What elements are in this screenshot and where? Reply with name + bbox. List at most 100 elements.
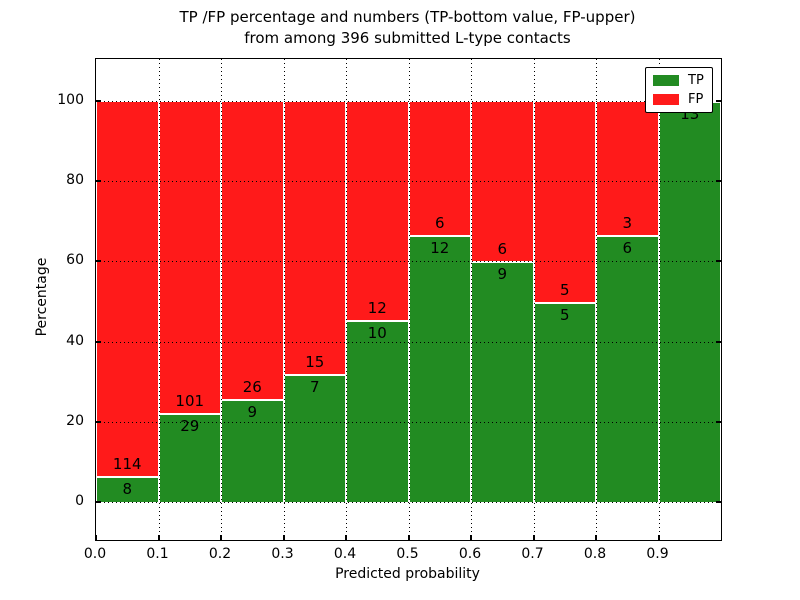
x-tick-label: 0.3 <box>271 546 294 562</box>
tick-x-bottom <box>95 535 97 540</box>
gridline-y <box>96 502 721 503</box>
gridline-y <box>96 341 721 343</box>
gridline-x <box>408 59 410 540</box>
chart-title: TP /FP percentage and numbers (TP-bottom… <box>95 7 720 49</box>
bar-segment-fp <box>158 101 221 413</box>
bar-label-fp: 114 <box>112 454 142 473</box>
bar-segment-fp <box>596 101 659 235</box>
bar-segment-tp <box>533 301 596 502</box>
y-axis-label: Percentage <box>34 257 50 337</box>
tick-x-bottom <box>407 535 410 540</box>
bar-segment-tp <box>471 261 534 502</box>
tick-y-right <box>716 260 721 263</box>
tick-y-left <box>96 100 101 102</box>
legend-entry-tp: TP <box>653 74 705 87</box>
gridline-x <box>533 59 535 540</box>
y-tick-label: 60 <box>66 252 84 269</box>
bar-segment-fp <box>283 101 346 375</box>
x-tick-label: 0.6 <box>458 546 482 562</box>
legend: TP FP <box>645 67 713 113</box>
tick-x-bottom <box>532 535 535 540</box>
gridline-x <box>596 59 597 540</box>
bar-segment-tp <box>346 319 409 502</box>
tick-y-left <box>96 420 101 423</box>
tick-y-right <box>716 501 721 503</box>
y-tick-label: 100 <box>57 92 84 108</box>
tick-x-bottom <box>220 535 222 540</box>
y-tick-label: 20 <box>66 412 84 429</box>
tick-x-bottom <box>595 535 597 540</box>
bar-label-tp: 5 <box>559 305 570 324</box>
bar-segment-fp <box>96 101 159 476</box>
bar-segment-fp <box>533 101 596 302</box>
x-tick-label: 0.9 <box>646 546 669 562</box>
bar-segment-fp <box>346 101 409 320</box>
bar-label-fp: 15 <box>305 353 325 372</box>
gridline-y <box>96 421 721 423</box>
bar-label-tp: 29 <box>180 416 200 435</box>
bar-label-tp: 10 <box>367 323 387 342</box>
tick-y-left <box>96 340 101 343</box>
bar-label-tp: 9 <box>247 402 258 421</box>
tick-x-bottom <box>657 535 660 540</box>
legend-label-tp: TP <box>688 73 704 88</box>
bar-label-tp: 6 <box>622 238 633 257</box>
x-tick-label: 0.7 <box>521 546 544 562</box>
bar-segment-tp <box>658 101 721 502</box>
gridline-x <box>346 59 347 540</box>
bar-label-tp: 9 <box>497 265 508 284</box>
gridline-y <box>96 181 721 183</box>
legend-swatch-fp <box>653 94 679 105</box>
bar-segment-tp <box>596 234 659 502</box>
bar-label-fp: 6 <box>497 240 508 259</box>
bar-segment-tp <box>96 475 159 502</box>
legend-label-fp: FP <box>688 92 704 107</box>
tick-y-left <box>96 180 101 183</box>
plot-area: 8 114 29 101 9 26 7 15 10 12 12 6 9 6 5 5 6 3 13 TP FP <box>95 58 722 541</box>
bar-label-fp: 12 <box>367 298 387 317</box>
bar-label-fp: 6 <box>434 213 445 232</box>
tick-x-bottom <box>470 535 472 540</box>
chart-title-line1: TP /FP percentage and numbers (TP-bottom… <box>179 8 636 26</box>
bar-segment-tp <box>158 412 221 502</box>
bar-segment-fp <box>408 101 471 235</box>
x-tick-label: 0.1 <box>146 546 169 562</box>
legend-swatch-tp <box>653 75 679 86</box>
x-tick-label: 0.5 <box>396 546 419 562</box>
bar-label-fp: 26 <box>242 377 262 396</box>
y-tick-label: 80 <box>66 172 84 189</box>
bar-segment-fp <box>221 101 284 399</box>
legend-entry-fp: FP <box>653 93 705 106</box>
gridline-x <box>221 59 222 540</box>
tick-x-bottom <box>345 535 347 540</box>
y-tick-label: 40 <box>66 332 84 349</box>
bar-segment-tp <box>408 234 471 502</box>
bar-label-tp: 7 <box>309 378 320 397</box>
tick-y-left <box>96 260 101 263</box>
bar-segment-tp <box>283 374 346 502</box>
gridline-x <box>158 59 160 540</box>
x-axis-label: Predicted probability <box>335 566 480 582</box>
gridline-x <box>283 59 285 540</box>
tick-y-right <box>716 340 721 343</box>
x-tick-label: 0.8 <box>583 546 607 562</box>
x-tick-label: 0.0 <box>83 546 107 562</box>
tick-x-bottom <box>157 535 160 540</box>
bar-label-fp: 101 <box>175 391 205 410</box>
tick-x-bottom <box>282 535 285 540</box>
bar-label-tp: 8 <box>122 479 133 498</box>
bar-label-tp: 12 <box>430 238 450 257</box>
y-tick-label: 0 <box>75 493 84 509</box>
bar-label-fp: 3 <box>622 213 633 232</box>
gridline-y <box>96 101 721 102</box>
x-tick-label: 0.2 <box>208 546 232 562</box>
tick-y-left <box>96 501 101 503</box>
chart-title-line2: from among 396 submitted L-type contacts <box>244 29 571 47</box>
bar-label-fp: 5 <box>559 280 570 299</box>
tick-y-right <box>716 420 721 423</box>
x-tick-label: 0.4 <box>333 546 357 562</box>
tick-y-right <box>716 180 721 183</box>
gridline-y <box>96 261 721 263</box>
gridline-x <box>658 59 660 540</box>
